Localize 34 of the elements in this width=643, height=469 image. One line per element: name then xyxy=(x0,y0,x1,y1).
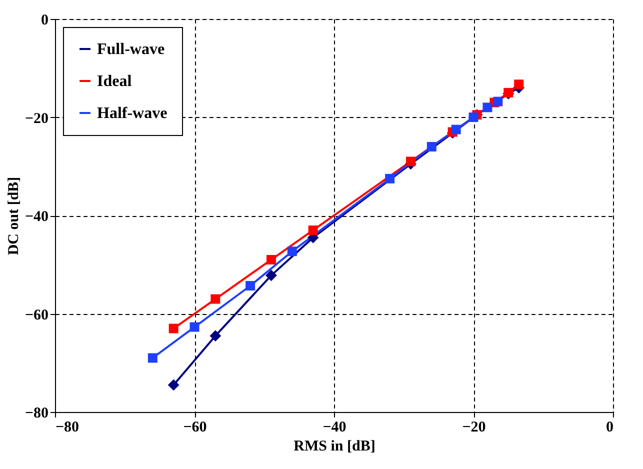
point xyxy=(168,379,180,391)
point xyxy=(210,330,222,342)
point xyxy=(451,124,461,134)
point xyxy=(308,225,318,235)
point xyxy=(468,112,478,122)
point xyxy=(210,294,220,304)
y-axis-title: DC out [dB] xyxy=(6,176,22,256)
x-tick-label: −20 xyxy=(462,420,486,436)
point xyxy=(385,174,395,184)
legend-label: Half-wave xyxy=(97,105,168,122)
x-tick-label: −40 xyxy=(322,420,346,436)
point xyxy=(266,254,276,264)
x-tick-label: −80 xyxy=(56,420,80,436)
point xyxy=(246,281,256,290)
y-tick-label: −20 xyxy=(24,110,48,127)
point xyxy=(406,156,416,166)
point xyxy=(266,270,277,282)
y-tick-label: −60 xyxy=(24,307,48,324)
y-tick-label: −80 xyxy=(24,406,48,422)
point xyxy=(426,142,436,152)
x-tick-label: 0 xyxy=(606,420,614,436)
x-tick-label: −60 xyxy=(183,420,207,436)
point xyxy=(493,96,503,106)
point xyxy=(482,102,492,112)
point xyxy=(168,324,178,334)
point xyxy=(190,322,200,332)
point xyxy=(148,353,158,363)
point xyxy=(287,246,297,256)
x-axis-title: RMS in [dB] xyxy=(294,438,376,454)
y-tick-label: 0 xyxy=(41,12,48,28)
legend-label: Ideal xyxy=(97,73,132,90)
point xyxy=(514,80,524,90)
legend-label: Full-wave xyxy=(97,41,165,58)
y-tick-label: −40 xyxy=(24,209,48,225)
